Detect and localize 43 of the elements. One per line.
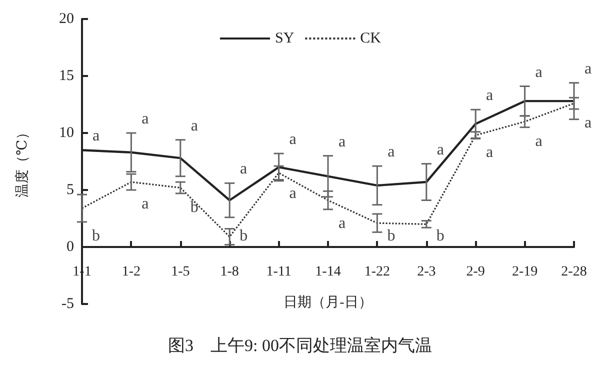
annotation: b xyxy=(92,227,100,244)
annotation: a xyxy=(289,185,296,202)
annotation: a xyxy=(289,131,296,148)
y-tick-label: 10 xyxy=(59,125,74,141)
annotation: a xyxy=(338,214,346,232)
x-tick-label: 2-3 xyxy=(417,264,436,280)
x-tick-label: 1-5 xyxy=(171,264,190,280)
legend-label: CK xyxy=(360,30,382,46)
annotation: a xyxy=(486,87,494,104)
text: 图3 上午9: 00不同处理温室内气温 xyxy=(168,336,432,355)
annotation: b xyxy=(436,228,444,244)
annotation: b xyxy=(190,198,198,216)
annotation: a xyxy=(436,141,444,158)
annotation: a xyxy=(486,144,494,162)
annotation: a xyxy=(338,133,346,150)
y-tick-label: 0 xyxy=(66,239,74,255)
legend-label: SY xyxy=(274,30,294,46)
x-tick-label: 1-14 xyxy=(315,264,341,280)
x-axis-title: 日期（月-日） xyxy=(284,294,372,310)
annotation: a xyxy=(388,144,395,161)
annotation: b xyxy=(240,228,248,244)
annotation: a xyxy=(190,117,198,134)
annotation: a xyxy=(240,160,248,178)
x-tick-label: 1-2 xyxy=(122,264,141,280)
y-tick-label: 20 xyxy=(59,11,74,27)
y-tick-label: 5 xyxy=(66,182,74,198)
x-tick-label: 2-19 xyxy=(512,264,538,280)
annotation: a xyxy=(142,196,149,212)
annotation: a xyxy=(92,128,100,145)
x-tick-label: 2-28 xyxy=(561,264,587,280)
annotation: a xyxy=(142,110,149,128)
text: a xyxy=(584,114,592,132)
x-tick-label: 1-8 xyxy=(220,264,239,280)
annotation: a xyxy=(535,132,542,150)
x-tick-label: 2-9 xyxy=(466,264,485,280)
x-tick-label: 1-11 xyxy=(266,264,292,280)
annotation: a xyxy=(535,64,542,81)
text: a xyxy=(584,60,592,78)
y-tick-label: -5 xyxy=(62,296,74,312)
y-axis-title: 温度（℃） xyxy=(14,126,30,198)
x-tick-label: 1-22 xyxy=(364,264,390,280)
y-tick-label: 15 xyxy=(59,68,74,84)
annotation: b xyxy=(387,228,396,244)
